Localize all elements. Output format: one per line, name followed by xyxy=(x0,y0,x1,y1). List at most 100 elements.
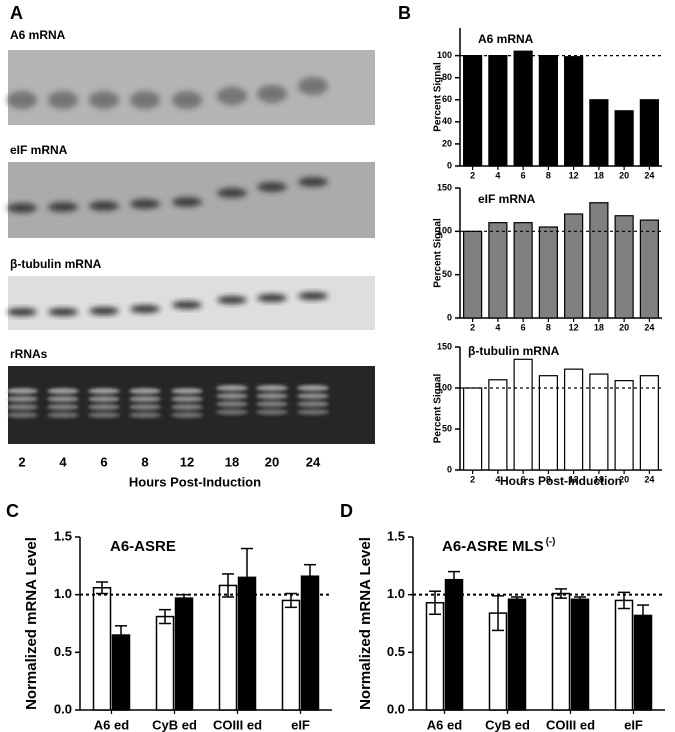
y-tick-label: 60 xyxy=(442,94,452,104)
y-tick-label: 40 xyxy=(442,116,452,126)
panel-label: C xyxy=(6,501,19,521)
blot-band xyxy=(172,301,202,309)
bar xyxy=(564,56,584,167)
blot-band xyxy=(217,87,247,105)
x-tick-label: 8 xyxy=(546,170,551,180)
blot-band xyxy=(130,91,160,109)
blot-band xyxy=(129,412,161,418)
blot-label: A6 mRNA xyxy=(10,28,66,42)
blot-band xyxy=(257,294,287,302)
x-tick-label: eIF xyxy=(291,717,310,732)
x-tick-label: 8 xyxy=(546,322,551,332)
blot-band xyxy=(88,404,120,410)
error-bar xyxy=(96,581,108,595)
x-tick-label: 24 xyxy=(644,474,654,484)
blot-band xyxy=(297,409,329,415)
blot-band xyxy=(297,401,329,407)
lane-label: 20 xyxy=(265,454,279,469)
bar xyxy=(155,615,175,711)
x-tick-label: 20 xyxy=(619,474,629,484)
bar xyxy=(614,599,634,711)
blot-band xyxy=(89,307,119,315)
bar xyxy=(488,379,508,471)
blot-band xyxy=(89,91,119,109)
blot-band xyxy=(298,292,328,300)
x-axis-label: Hours Post-Induction xyxy=(500,474,622,488)
x-tick-label: COIII ed xyxy=(213,717,262,732)
blot-band xyxy=(89,201,119,211)
blot-band xyxy=(48,308,78,316)
y-tick-label: 100 xyxy=(437,382,452,392)
error-bar xyxy=(574,596,586,603)
error-bar xyxy=(222,573,234,598)
blot-band xyxy=(130,199,160,209)
error-bar xyxy=(429,590,441,616)
y-tick-label: 100 xyxy=(437,226,452,236)
y-tick-label: 50 xyxy=(442,269,452,279)
blot-band xyxy=(216,401,248,407)
chart-title: A6-ASRE MLS xyxy=(442,538,544,555)
bar xyxy=(513,358,533,471)
blot-band xyxy=(257,182,287,192)
chart: 0 50 100 150 β-tubulin mRNA Percent Signal Hou… xyxy=(433,341,662,488)
blot-band xyxy=(172,197,202,207)
x-tick-label: 24 xyxy=(644,322,654,332)
y-axis-label: Normalized mRNA Level xyxy=(357,537,374,710)
blot-band xyxy=(88,396,120,402)
blot-band xyxy=(7,91,37,109)
bar xyxy=(570,598,590,711)
x-tick-label: 4 xyxy=(495,322,500,332)
blot-band xyxy=(257,85,287,103)
bar xyxy=(463,387,483,471)
blot-band xyxy=(6,412,38,418)
blot-band xyxy=(256,393,288,399)
bar xyxy=(488,222,508,319)
x-tick-label: 6 xyxy=(521,170,526,180)
x-tick-label: 4 xyxy=(495,474,500,484)
bar xyxy=(564,368,584,471)
bar xyxy=(633,614,653,711)
panel-label: B xyxy=(398,3,411,23)
bar xyxy=(614,110,634,167)
blot-band xyxy=(6,396,38,402)
bar xyxy=(639,219,659,319)
y-tick-label: 1.5 xyxy=(54,528,72,543)
blot-band xyxy=(171,396,203,402)
bar xyxy=(538,54,558,167)
error-bar xyxy=(448,570,460,589)
blot-band xyxy=(298,77,328,95)
bar xyxy=(92,586,112,711)
error-bar xyxy=(285,592,297,609)
bar xyxy=(463,230,483,319)
bar xyxy=(564,213,584,319)
blot-band xyxy=(129,396,161,402)
x-tick-label: CyB ed xyxy=(152,717,197,732)
bar xyxy=(639,375,659,471)
y-axis-label: Percent Signal xyxy=(433,62,444,132)
blot-band xyxy=(48,91,78,109)
y-tick-label: 0 xyxy=(447,464,452,474)
y-tick-label: 20 xyxy=(442,138,452,148)
x-tick-label: 18 xyxy=(594,322,604,332)
blot-band xyxy=(256,409,288,415)
y-tick-label: 0.5 xyxy=(54,644,72,659)
blot-band xyxy=(129,404,161,410)
x-tick-label: 12 xyxy=(569,170,579,180)
bar xyxy=(463,54,483,167)
bar xyxy=(589,99,609,167)
error-bar xyxy=(304,563,316,589)
blot-band xyxy=(47,396,79,402)
blot-band xyxy=(48,202,78,212)
blot-band xyxy=(130,305,160,313)
lane-label: 24 xyxy=(306,454,321,469)
y-axis-label: Percent Signal xyxy=(433,374,444,444)
blot-band xyxy=(171,388,203,394)
y-tick-label: 0.5 xyxy=(387,644,405,659)
blot-band xyxy=(298,177,328,187)
x-tick-label: 6 xyxy=(521,474,526,484)
x-axis-label: Hours Post-Induction xyxy=(129,474,261,489)
x-tick-label: 24 xyxy=(644,170,654,180)
bar xyxy=(281,599,301,711)
bar xyxy=(111,634,131,711)
